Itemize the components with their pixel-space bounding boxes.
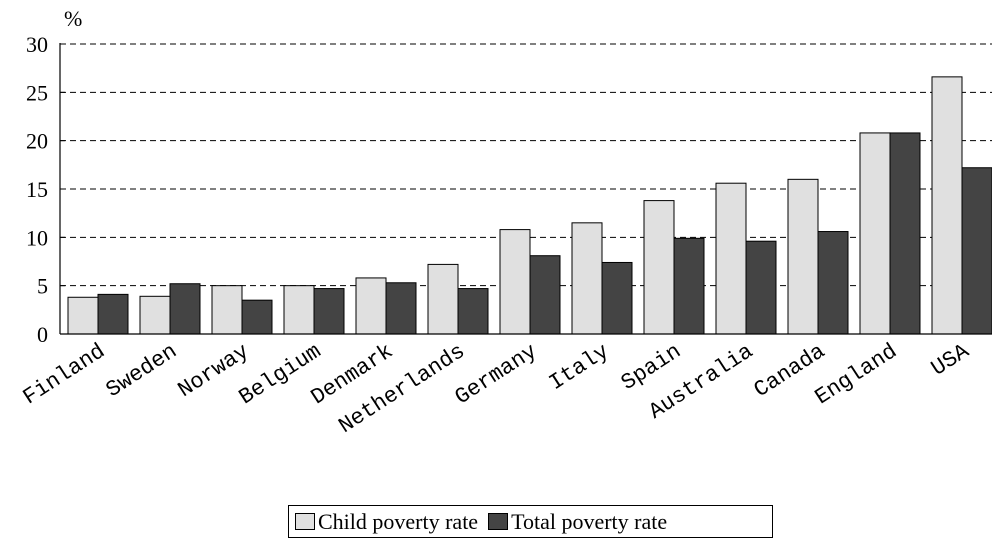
- bar-total-usa: [961, 167, 992, 335]
- legend-label-child: Child poverty rate: [318, 508, 479, 534]
- bar-child-england: [859, 132, 891, 335]
- x-tick-label-italy: Italy: [545, 339, 614, 396]
- bar-total-denmark: [385, 282, 417, 335]
- bar-child-germany: [499, 229, 531, 335]
- bar-child-italy: [571, 222, 603, 335]
- bar-total-finland: [97, 293, 129, 335]
- bar-total-norway: [241, 299, 273, 335]
- y-tick-label-10: 10: [26, 225, 48, 250]
- bar-total-italy: [601, 261, 633, 335]
- bar-total-belgium: [313, 288, 345, 335]
- y-tick-label-30: 30: [26, 32, 48, 57]
- legend: Child poverty rate Total poverty rate: [288, 505, 773, 538]
- bar-child-usa: [931, 76, 963, 335]
- poverty-bar-chart: 0 5 10 15 20 25 30 FinlandSwedenNorwayBelgiumD…: [19, 6, 992, 439]
- bar-child-denmark: [355, 277, 387, 335]
- y-axis-label: %: [64, 6, 82, 31]
- x-tick-label-belgium: Belgium: [235, 339, 326, 410]
- bar-total-sweden: [169, 283, 201, 335]
- legend-swatch-total: [488, 513, 509, 530]
- y-tick-label-25: 25: [26, 80, 48, 105]
- bar-total-australia: [745, 240, 777, 335]
- x-tick-label-germany: Germany: [451, 339, 542, 410]
- bar-child-spain: [643, 200, 675, 335]
- x-tick-label-finland: Finland: [19, 339, 110, 410]
- legend-item-child: Child poverty rate: [295, 509, 478, 535]
- x-tick-label-usa: USA: [927, 338, 975, 381]
- bar-total-spain: [673, 237, 705, 335]
- bars: [67, 76, 992, 335]
- bar-child-sweden: [139, 295, 171, 335]
- bar-child-canada: [787, 178, 819, 335]
- x-tick-labels: FinlandSwedenNorwayBelgiumDenmarkNetherl…: [19, 338, 975, 439]
- y-tick-label-15: 15: [26, 177, 48, 202]
- x-tick-label-england: England: [811, 339, 902, 410]
- bar-total-germany: [529, 255, 561, 335]
- bar-child-belgium: [283, 285, 315, 335]
- y-tick-labels: 0 5 10 15 20 25 30: [26, 32, 48, 347]
- bar-child-finland: [67, 296, 99, 335]
- bar-child-netherlands: [427, 263, 459, 335]
- x-tick-label-sweden: Sweden: [102, 339, 182, 403]
- axes: [59, 43, 992, 335]
- bar-total-england: [889, 132, 921, 335]
- legend-item-total: Total poverty rate: [488, 509, 667, 535]
- bar-child-norway: [211, 285, 243, 335]
- legend-label-total: Total poverty rate: [511, 508, 668, 534]
- bar-total-canada: [817, 231, 849, 335]
- y-tick-label-5: 5: [37, 274, 48, 299]
- bar-total-netherlands: [457, 288, 489, 335]
- legend-swatch-child: [295, 513, 315, 530]
- y-tick-label-0: 0: [37, 322, 48, 347]
- bar-child-australia: [715, 182, 747, 335]
- y-tick-label-20: 20: [26, 129, 48, 154]
